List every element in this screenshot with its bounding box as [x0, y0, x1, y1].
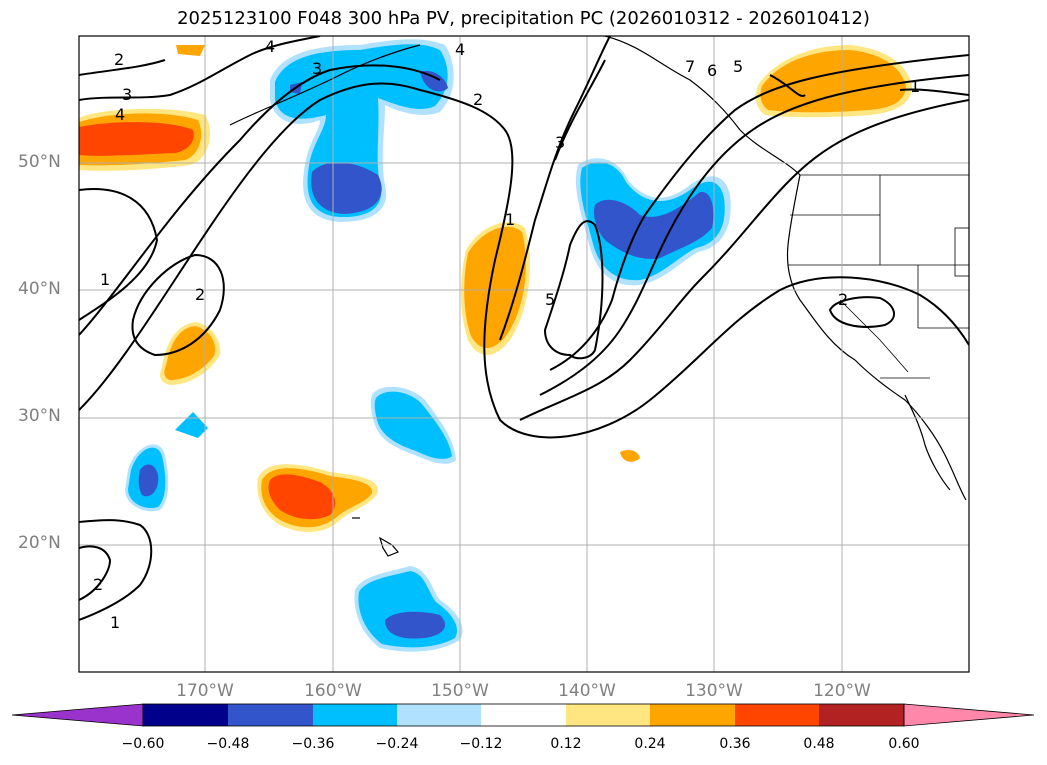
precip-positive-blob	[268, 474, 336, 520]
precip-shading	[79, 39, 912, 652]
graticule	[79, 36, 969, 672]
contour-label: 2	[114, 50, 124, 69]
colorbar-tick-label: −0.24	[375, 736, 419, 752]
contour-label: 2	[195, 285, 205, 304]
colorbar-frame	[142, 703, 905, 727]
precip-positive-blob	[176, 45, 205, 56]
lat-label-50n: 50°N	[18, 152, 61, 172]
contour-label: 1	[505, 210, 515, 229]
colorbar-tick-label: −0.48	[206, 736, 250, 752]
contour-label: 7	[685, 57, 695, 76]
colorbar	[11, 703, 1035, 727]
precip-positive-blob	[164, 326, 216, 380]
precip-negative-blob	[420, 70, 448, 92]
colorbar-segment	[313, 704, 397, 726]
colorbar-tick-label: 0.24	[634, 736, 666, 752]
lat-label-40n: 40°N	[18, 279, 61, 299]
lon-label-170w: 170°W	[176, 681, 234, 701]
colorbar-max-extend	[903, 703, 1035, 727]
colorbar-tick-label: −0.12	[459, 736, 503, 752]
contour-label: 5	[545, 290, 555, 309]
map-title: 2025123100 F048 300 hPa PV, precipitatio…	[177, 8, 870, 29]
colorbar-tick-label: −0.36	[291, 736, 335, 752]
map-frame	[78, 35, 970, 673]
colorbar-tick-label: 0.60	[888, 736, 920, 752]
colorbar-segment	[397, 704, 481, 726]
contour-label: 3	[122, 85, 132, 104]
contour-label: 4	[265, 37, 275, 56]
lon-label-120w: 120°W	[813, 681, 871, 701]
contour-label: 1	[100, 270, 110, 289]
contour-label: 3	[555, 133, 565, 152]
colorbar-tick-label: 0.36	[719, 736, 751, 752]
lat-label-30n: 30°N	[18, 406, 61, 426]
contour-label: 4	[115, 105, 125, 124]
lon-label-150w: 150°W	[431, 681, 489, 701]
precip-negative-blob	[385, 611, 445, 639]
contour-label: 1	[910, 77, 920, 96]
precip-positive-blob	[620, 450, 640, 462]
contour-label: 2	[838, 290, 848, 309]
colorbar-tick-label: 0.48	[803, 736, 835, 752]
colorbar-segment	[735, 704, 819, 726]
precip-negative-blob	[311, 162, 382, 214]
pv-contours	[79, 36, 969, 621]
colorbar-segment	[481, 704, 566, 726]
colorbar-segment	[819, 704, 904, 726]
lon-label-130w: 130°W	[685, 681, 743, 701]
colorbar-segment	[566, 704, 650, 726]
contour-label: 4	[455, 40, 465, 59]
contour-label-group: 1 2 3 4 4 3 4 2 3 1 5 7 6 5 1 2 2 1 2	[93, 37, 920, 632]
precip-positive-blob	[464, 226, 526, 348]
precip-negative-blob	[594, 191, 714, 259]
colorbar-tick-label: 0.12	[550, 736, 582, 752]
contour-label: 1	[110, 613, 120, 632]
colorbar-min-extend	[11, 703, 144, 727]
precip-negative-blob	[175, 412, 208, 438]
precip-positive-blob	[760, 50, 906, 113]
lon-label-160w: 160°W	[304, 681, 362, 701]
contour-label: 6	[707, 61, 717, 80]
political-borders	[788, 174, 969, 379]
lon-label-140w: 140°W	[558, 681, 616, 701]
precip-positive-blob	[79, 122, 194, 156]
precip-negative-blob	[138, 464, 159, 497]
contour-label: 2	[473, 90, 483, 109]
colorbar-segment	[143, 704, 228, 726]
contour-label: 3	[312, 59, 322, 78]
contour-label: 5	[733, 57, 743, 76]
contour-label: 2	[93, 575, 103, 594]
precip-negative-blob	[374, 391, 452, 459]
colorbar-segment	[650, 704, 735, 726]
colorbar-segment	[228, 704, 313, 726]
colorbar-tick-label: −0.60	[121, 736, 165, 752]
lat-label-20n: 20°N	[18, 533, 61, 553]
